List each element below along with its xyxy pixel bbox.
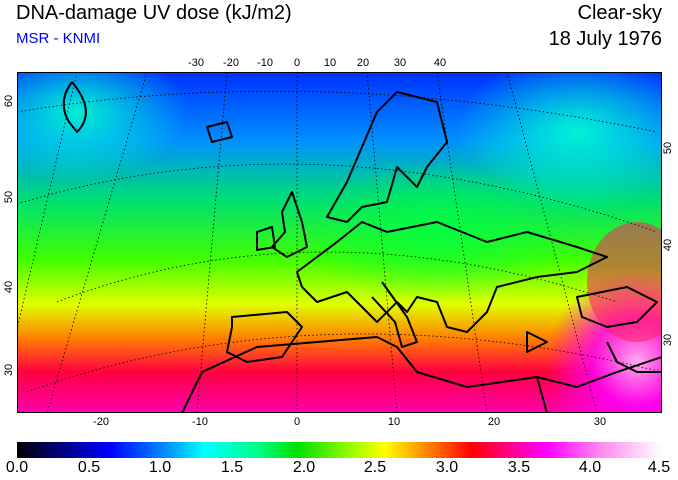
sky-condition: Clear-sky [577,2,662,24]
colorbar-label: 2.0 [292,459,316,476]
top-lon-label: 40 [433,57,447,69]
colorbar-label: 4.0 [578,459,602,476]
bottom-lon-label: 10 [387,416,401,428]
color-scale-bar [17,442,662,458]
bottom-lon-label: 20 [487,416,501,428]
colorbar-label: 3.5 [507,459,531,476]
right-lat-label: 40 [662,238,675,252]
colorbar-label: 2.5 [363,459,387,476]
top-lon-label: 10 [323,57,337,69]
bottom-lon-label: -10 [192,416,208,428]
left-lat-label: 30 [3,363,16,377]
left-lat-label: 60 [3,94,16,108]
bottom-lon-label: 0 [293,416,301,428]
colorbar-label: 1.0 [148,459,172,476]
bottom-lon-label: 30 [593,416,607,428]
top-lon-label: -30 [188,57,204,69]
left-lat-label: 40 [3,280,16,294]
right-lat-label: 50 [662,141,675,155]
top-lon-label: 20 [356,57,370,69]
colorbar-label: 4.5 [647,459,671,476]
colorbar-label: 0.0 [5,459,29,476]
colorbar-label: 1.5 [220,459,244,476]
coastlines [62,81,662,413]
right-lat-label: 30 [662,333,675,347]
credit-label: MSR - KNMI [16,30,101,47]
map-date: 18 July 1976 [548,28,662,50]
bottom-lon-label: -20 [93,416,109,428]
top-lon-label: -20 [223,57,239,69]
colorbar-label: 3.0 [435,459,459,476]
map-title: DNA-damage UV dose (kJ/m2) [16,2,292,24]
top-lon-label: 30 [393,57,407,69]
colorbar-label: 0.5 [77,459,101,476]
uv-dose-map [17,72,662,413]
top-lon-label: 0 [293,57,301,69]
left-lat-label: 50 [3,190,16,204]
top-lon-label: -10 [257,57,273,69]
